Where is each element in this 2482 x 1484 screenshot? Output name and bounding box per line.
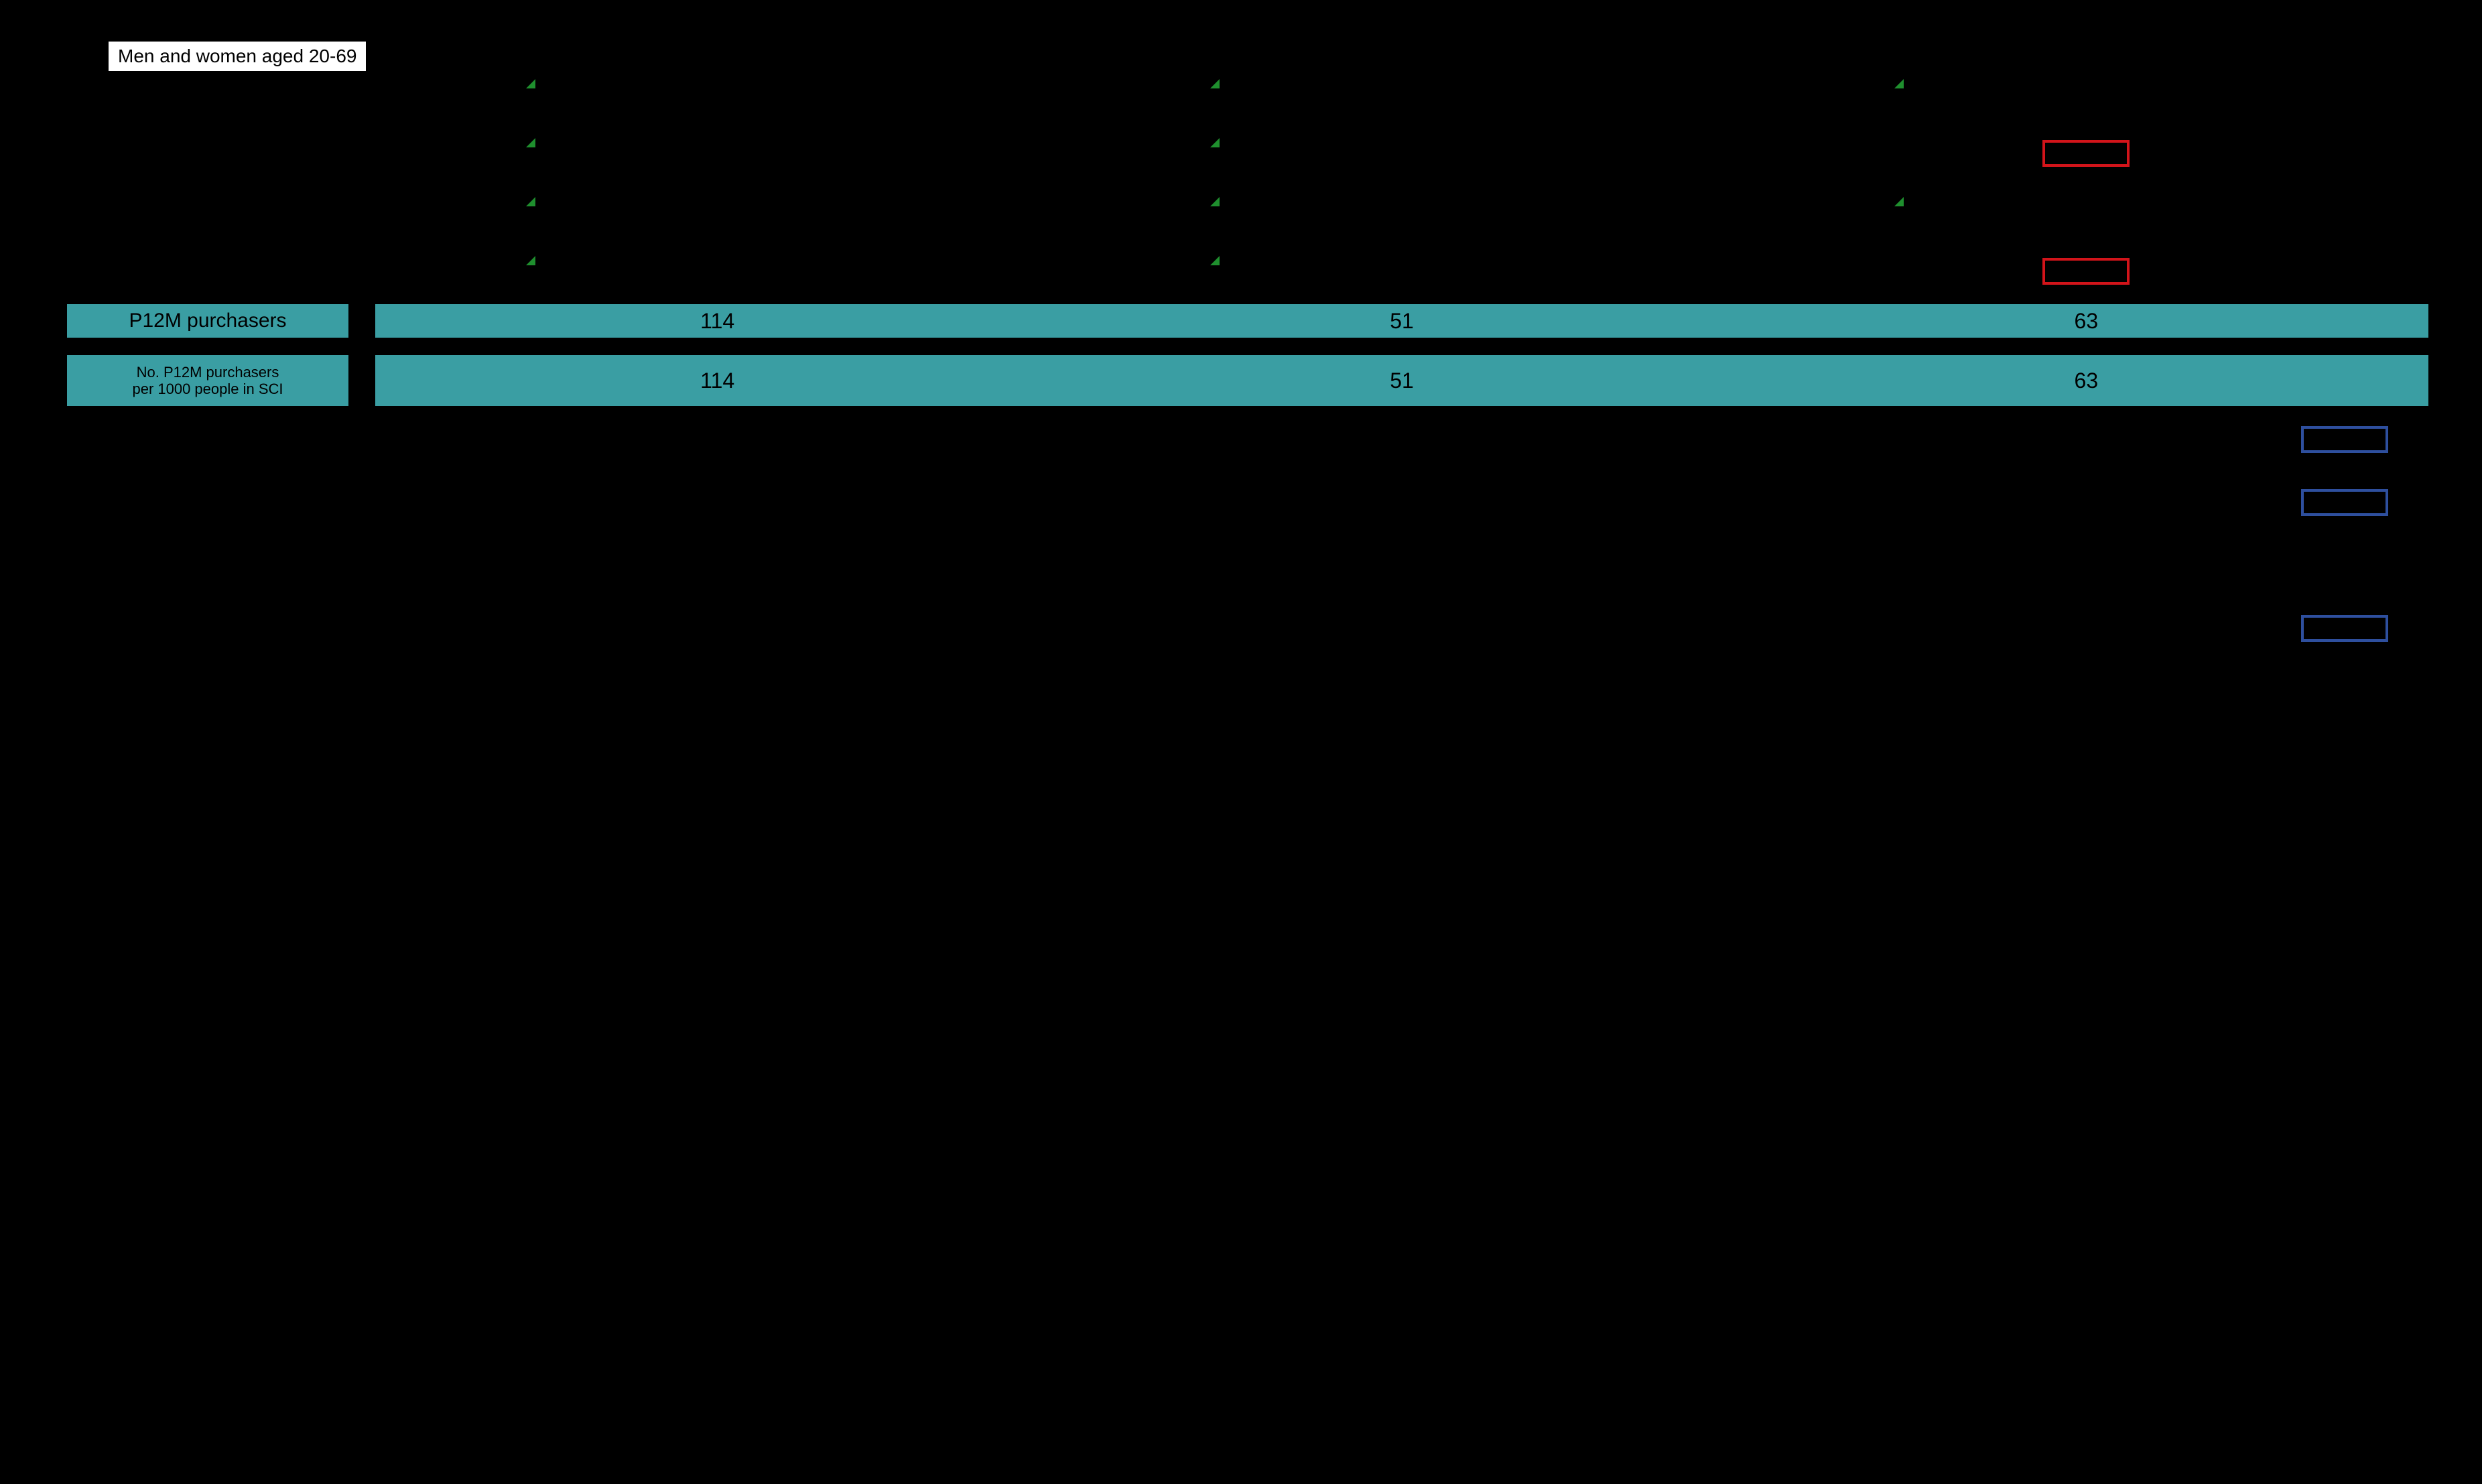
band1-value-0: 114 <box>375 309 1059 334</box>
lower-row-label-spacer <box>67 615 375 642</box>
upper-cell <box>1059 256 1744 287</box>
highlight-blue-box <box>2301 426 2388 453</box>
upper-indicator-grid <box>67 79 2428 287</box>
upper-cell <box>1744 79 2428 110</box>
band2-label-line1: No. P12M purchasers <box>137 364 279 381</box>
upper-cell <box>1059 79 1744 110</box>
band2-value-0: 114 <box>375 368 1059 393</box>
band2-value-2: 63 <box>1744 368 2428 393</box>
upper-cell <box>375 256 1059 287</box>
population-label: Men and women aged 20-69 <box>107 40 367 72</box>
lower-cell <box>375 489 1059 516</box>
lower-cell <box>375 615 1059 642</box>
band-gap <box>348 304 375 338</box>
indicator-triangle-icon <box>1210 79 1220 88</box>
upper-cell <box>1059 197 1744 228</box>
indicator-triangle-icon <box>1210 197 1220 206</box>
indicator-triangle-icon <box>526 256 535 265</box>
lower-row-label-spacer <box>67 489 375 516</box>
indicator-triangle-icon <box>1210 138 1220 147</box>
indicator-triangle-icon <box>1210 256 1220 265</box>
upper-cell <box>1059 138 1744 169</box>
band1-label: P12M purchasers <box>67 307 348 336</box>
band-gap <box>348 355 375 406</box>
upper-cell <box>375 197 1059 228</box>
lower-cell <box>1744 489 2428 516</box>
upper-cell <box>375 79 1059 110</box>
lower-row-label-spacer <box>67 552 375 579</box>
lower-cell <box>1059 552 1744 579</box>
band-per-1000: No. P12M purchasers per 1000 people in S… <box>67 355 2428 406</box>
lower-cell <box>1744 552 2428 579</box>
indicator-triangle-icon <box>526 79 535 88</box>
highlight-blue-box <box>2301 489 2388 516</box>
band2-label: No. P12M purchasers per 1000 people in S… <box>67 361 348 401</box>
band2-value-1: 51 <box>1059 368 1744 393</box>
upper-row-label-spacer <box>67 256 375 287</box>
lower-cell <box>1744 615 2428 642</box>
upper-cell <box>1744 138 2428 169</box>
upper-row-label-spacer <box>67 79 375 110</box>
lower-cell <box>1059 489 1744 516</box>
sheet: Men and women aged 20-69 P12M purchasers… <box>67 40 2428 642</box>
indicator-triangle-icon <box>526 197 535 206</box>
upper-cell <box>1744 197 2428 228</box>
lower-row-label-spacer <box>67 426 375 453</box>
indicator-triangle-icon <box>1894 197 1904 206</box>
indicator-triangle-icon <box>1894 79 1904 88</box>
lower-indicator-grid <box>67 426 2428 642</box>
upper-cell <box>375 138 1059 169</box>
upper-cell <box>1744 256 2428 287</box>
highlight-red-box <box>2042 258 2130 285</box>
band-p12m-purchasers: P12M purchasers 114 51 63 <box>67 304 2428 338</box>
indicator-triangle-icon <box>526 138 535 147</box>
band2-label-line2: per 1000 people in SCI <box>132 381 283 397</box>
lower-cell <box>1059 426 1744 453</box>
lower-cell <box>1059 615 1744 642</box>
highlight-red-box <box>2042 140 2130 167</box>
lower-cell <box>1744 426 2428 453</box>
lower-cell <box>375 426 1059 453</box>
band1-value-1: 51 <box>1059 309 1744 334</box>
lower-cell <box>375 552 1059 579</box>
top-label-wrap: Men and women aged 20-69 <box>107 40 2428 72</box>
upper-row-label-spacer <box>67 138 375 169</box>
band1-value-2: 63 <box>1744 309 2428 334</box>
upper-row-label-spacer <box>67 197 375 228</box>
highlight-blue-box <box>2301 615 2388 642</box>
